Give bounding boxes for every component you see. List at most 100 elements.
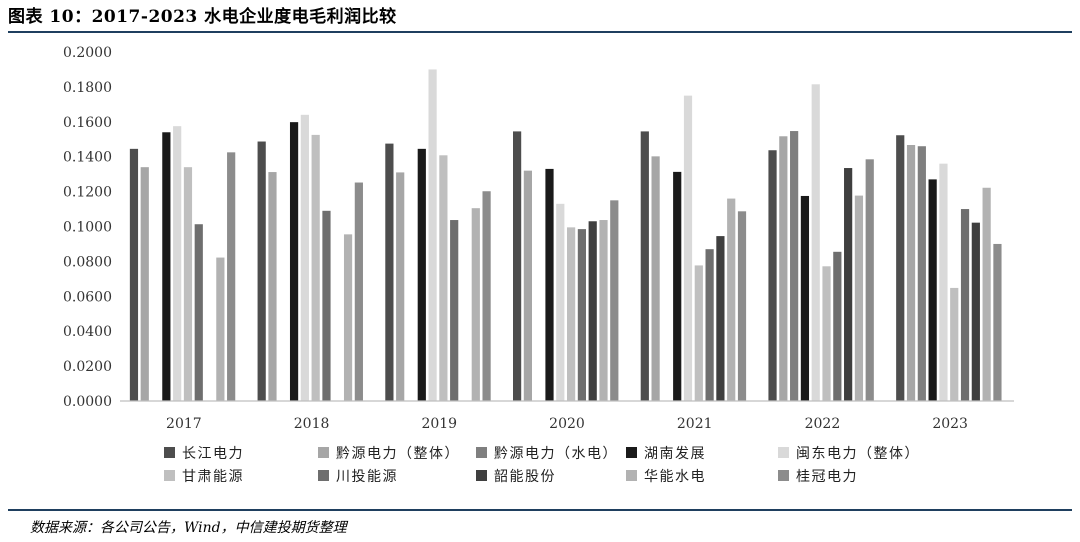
legend-label: 甘肃能源 bbox=[182, 469, 244, 485]
y-tick-label: 0.1800 bbox=[63, 80, 112, 96]
bar bbox=[556, 203, 565, 401]
bar bbox=[322, 210, 331, 401]
bar bbox=[982, 187, 991, 401]
legend-swatch bbox=[164, 470, 175, 481]
bar bbox=[705, 249, 714, 401]
legend-swatch bbox=[626, 470, 637, 481]
y-tick-label: 0.0000 bbox=[63, 394, 112, 410]
bar bbox=[523, 170, 532, 401]
bar bbox=[651, 156, 660, 401]
legend-label: 韶能股份 bbox=[494, 469, 556, 485]
y-tick-label: 0.0400 bbox=[63, 324, 112, 340]
bar bbox=[694, 265, 703, 401]
bar bbox=[183, 167, 193, 401]
bar bbox=[268, 172, 277, 401]
bar bbox=[939, 163, 948, 401]
figure-title: 图表 10：2017-2023 水电企业度电毛利润比较 bbox=[8, 7, 397, 27]
legend-swatch bbox=[164, 447, 175, 458]
bar bbox=[683, 95, 693, 401]
bar bbox=[928, 179, 937, 401]
bar bbox=[577, 229, 586, 401]
legend-label: 闽东电力（整体） bbox=[796, 446, 920, 462]
bar bbox=[950, 287, 959, 401]
bar bbox=[428, 69, 437, 401]
bar bbox=[162, 132, 171, 401]
bar bbox=[588, 221, 597, 401]
bar bbox=[482, 191, 491, 401]
legend-label: 湖南发展 bbox=[644, 446, 706, 462]
bar bbox=[673, 171, 682, 401]
bar bbox=[140, 167, 149, 401]
bar bbox=[450, 220, 459, 401]
bar bbox=[471, 208, 480, 401]
bar bbox=[545, 168, 554, 401]
bar bbox=[227, 152, 236, 401]
bar bbox=[216, 257, 225, 401]
bar bbox=[737, 211, 747, 401]
x-tick-label: 2019 bbox=[421, 416, 457, 432]
legend: 长江电力 黔源电力（整体） 黔源电力（水电） 湖南发展 闽东电力（整体） 甘肃能源 川投能源… bbox=[164, 446, 920, 485]
legend-label: 黔源电力（水电） bbox=[494, 446, 618, 462]
bar bbox=[917, 146, 926, 401]
bar bbox=[790, 131, 799, 402]
bar bbox=[289, 122, 299, 402]
bar bbox=[779, 136, 788, 401]
bar bbox=[716, 236, 725, 401]
bar bbox=[960, 209, 970, 401]
bar bbox=[822, 266, 831, 401]
y-tick-label: 0.1600 bbox=[63, 115, 112, 131]
bar-chart: 0.0000 0.0200 0.0400 0.0600 0.0800 0.1000 0.12… bbox=[63, 45, 1014, 485]
bars bbox=[129, 69, 1002, 402]
legend-swatch bbox=[476, 447, 487, 458]
bar bbox=[513, 131, 522, 401]
legend-label: 长江电力 bbox=[182, 446, 244, 462]
bar bbox=[906, 145, 916, 401]
bar bbox=[993, 243, 1002, 401]
y-tick-label: 0.1000 bbox=[63, 220, 112, 236]
bar bbox=[194, 224, 203, 401]
bar bbox=[257, 141, 266, 401]
bar bbox=[343, 234, 353, 401]
x-tick-label: 2020 bbox=[549, 416, 585, 432]
bar bbox=[640, 131, 649, 401]
chart-container: 0.0000 0.0200 0.0400 0.0600 0.0800 0.1000 0.12… bbox=[14, 38, 1066, 506]
x-axis: 2017 2018 2019 2020 2021 2022 2023 bbox=[120, 400, 1014, 432]
bar bbox=[599, 220, 608, 401]
bottom-rule bbox=[8, 509, 1072, 511]
legend-label: 桂冠电力 bbox=[796, 469, 858, 485]
legend-swatch bbox=[318, 470, 329, 481]
bar bbox=[567, 227, 576, 401]
y-axis: 0.0000 0.0200 0.0400 0.0600 0.0800 0.1000 0.12… bbox=[63, 45, 112, 410]
bar bbox=[833, 251, 842, 401]
top-rule bbox=[8, 31, 1072, 33]
bar bbox=[865, 159, 874, 401]
bar bbox=[768, 150, 777, 401]
x-tick-label: 2021 bbox=[677, 416, 713, 432]
bar bbox=[800, 195, 810, 401]
legend-label: 华能水电 bbox=[644, 469, 706, 485]
bar bbox=[439, 155, 448, 401]
y-tick-label: 0.0800 bbox=[63, 254, 112, 270]
bar bbox=[385, 143, 394, 402]
bar bbox=[396, 172, 405, 401]
bar bbox=[844, 168, 853, 401]
legend-swatch bbox=[778, 470, 789, 481]
legend-label: 黔源电力（整体） bbox=[336, 446, 460, 462]
bar bbox=[354, 182, 363, 401]
source-note: 数据来源：各公司公告，Wind，中信建投期货整理 bbox=[30, 520, 347, 536]
bar bbox=[173, 126, 182, 401]
legend-swatch bbox=[778, 447, 789, 458]
y-tick-label: 0.1400 bbox=[63, 150, 112, 166]
legend-swatch bbox=[476, 470, 487, 481]
x-tick-label: 2022 bbox=[805, 416, 841, 432]
y-tick-label: 0.0600 bbox=[63, 289, 112, 305]
legend-swatch bbox=[318, 447, 329, 458]
x-tick-label: 2023 bbox=[932, 416, 968, 432]
legend-swatch bbox=[626, 447, 637, 458]
bar bbox=[854, 195, 864, 401]
bar bbox=[727, 198, 736, 401]
bar bbox=[417, 148, 426, 401]
bar bbox=[311, 134, 320, 401]
bar bbox=[811, 84, 820, 401]
x-tick-label: 2017 bbox=[166, 416, 202, 432]
